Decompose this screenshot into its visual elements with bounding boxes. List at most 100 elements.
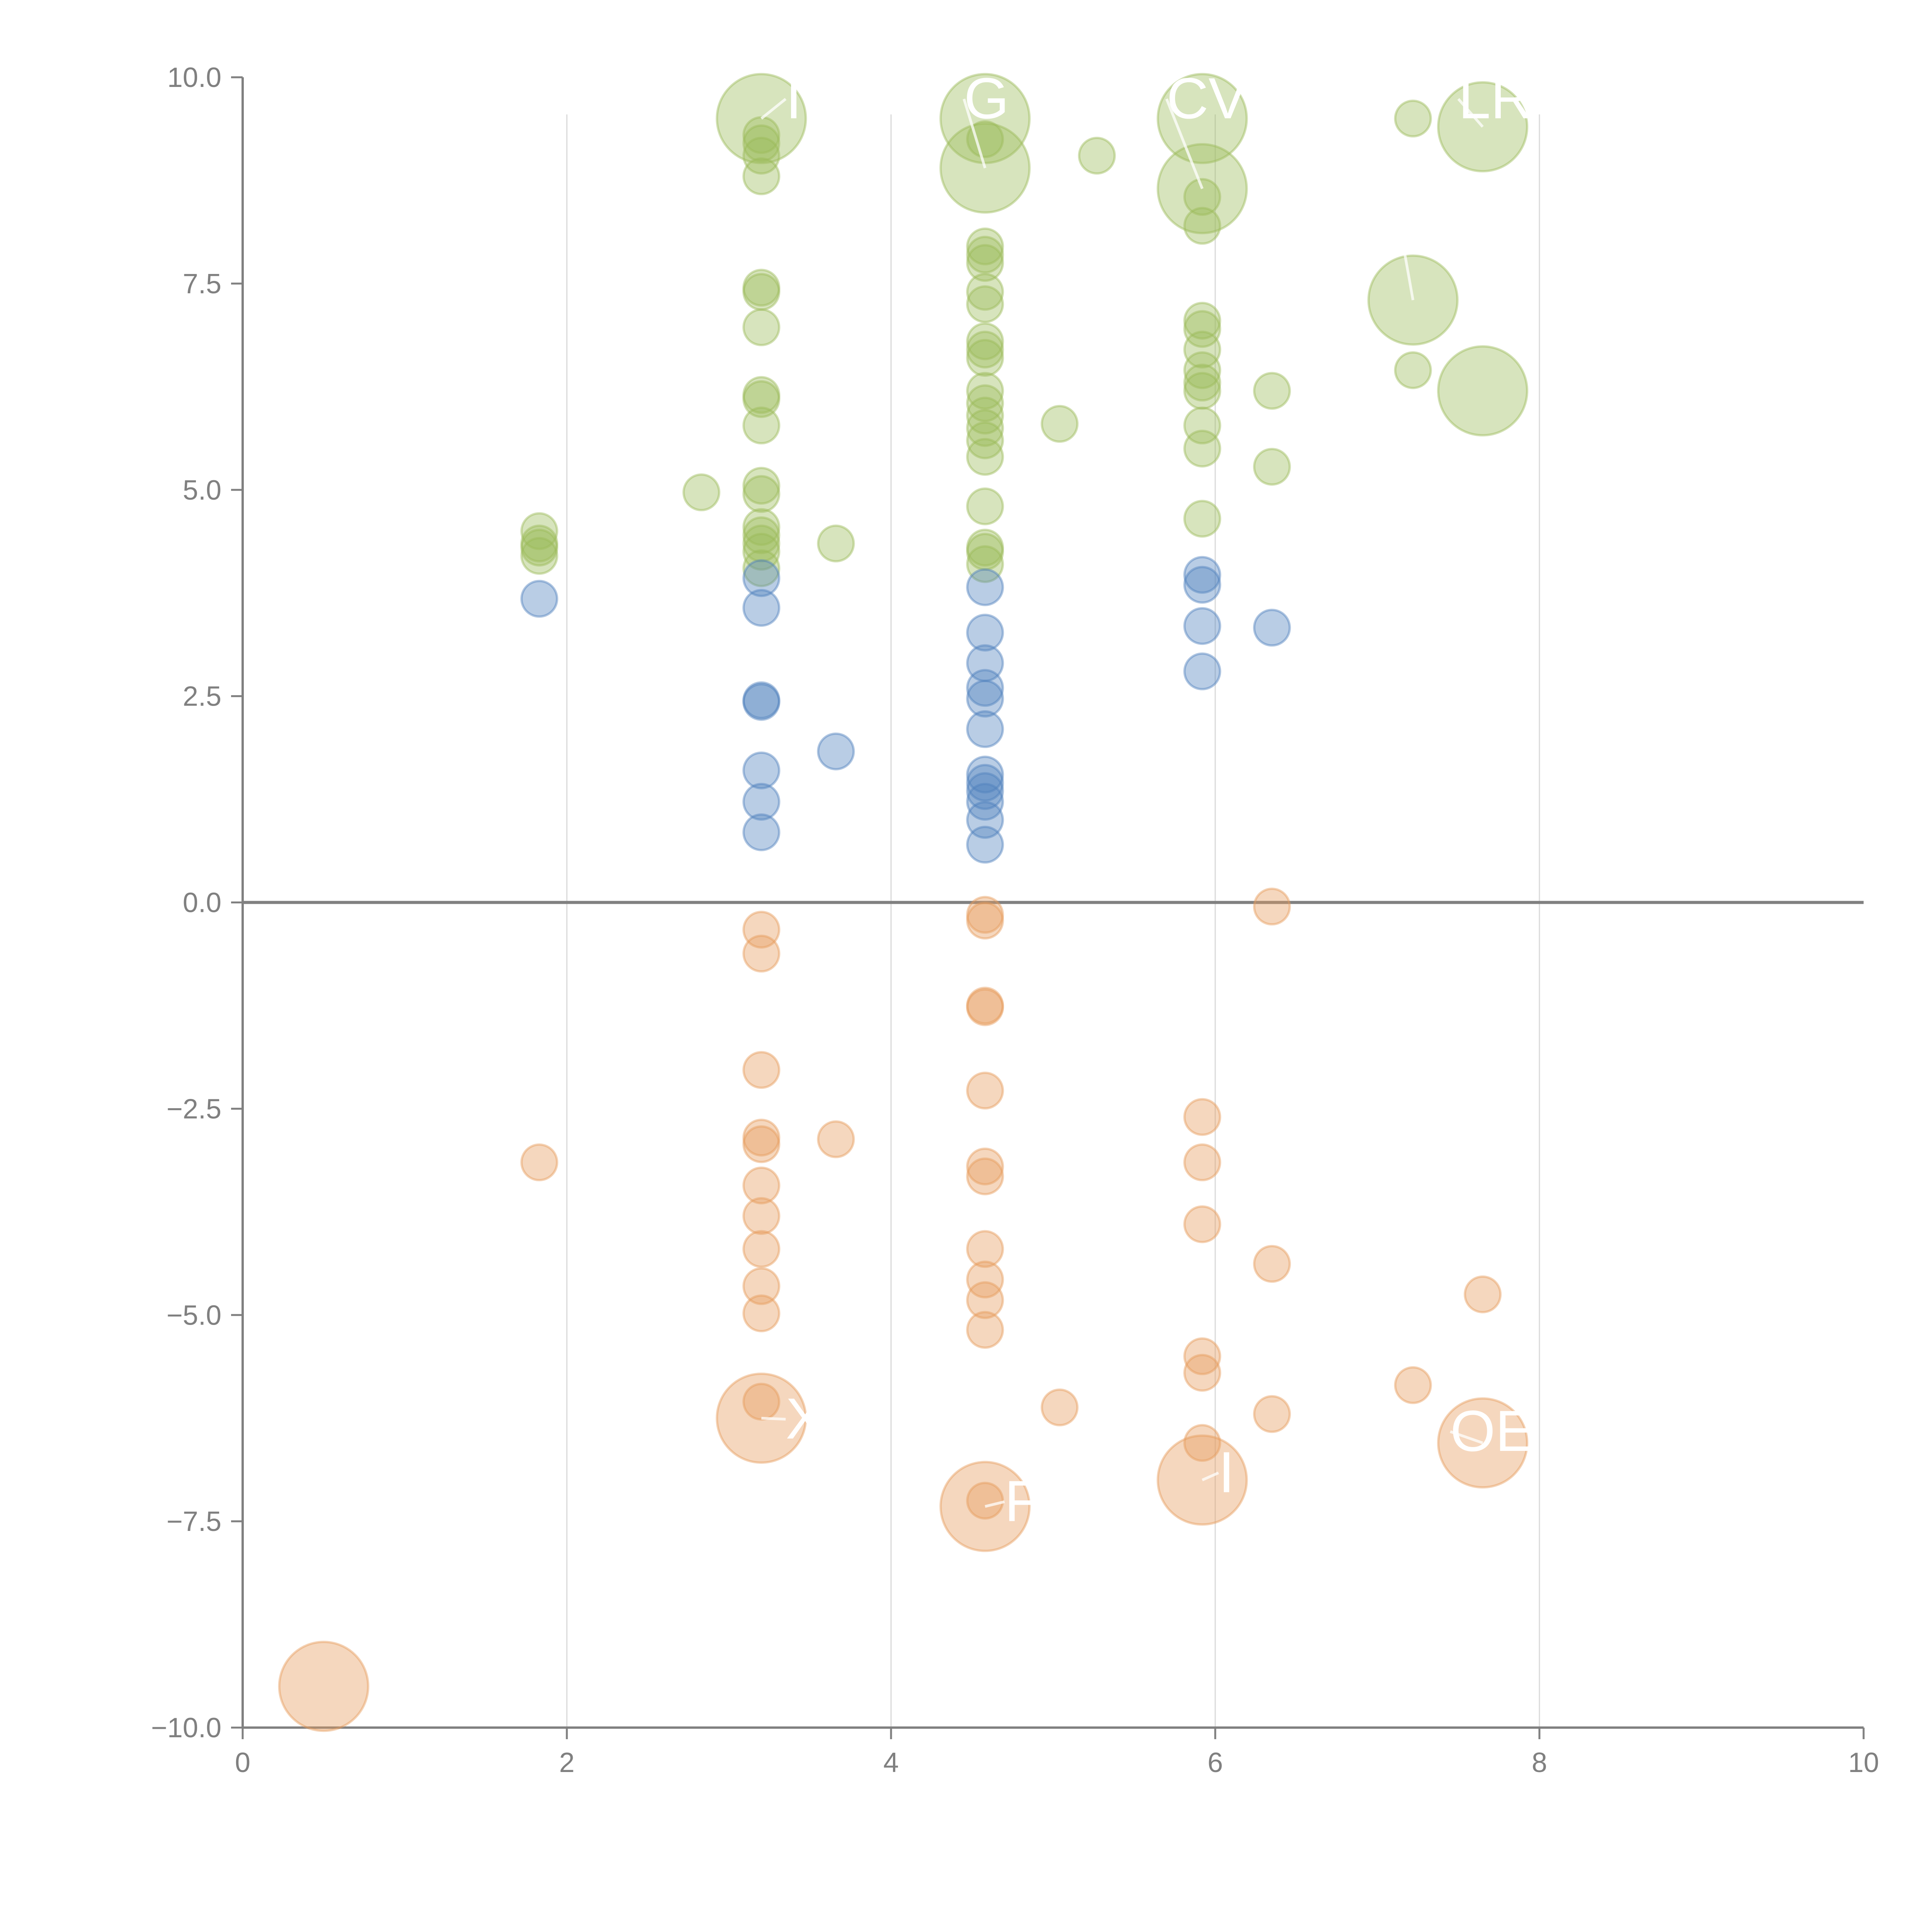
x-tick-label: 8 xyxy=(1532,1747,1547,1778)
data-point-green xyxy=(1183,310,1221,348)
data-point-green xyxy=(1156,73,1248,164)
data-point-green xyxy=(1183,178,1221,216)
data-point-green xyxy=(742,549,781,587)
annotation-leader-line xyxy=(1450,1430,1483,1444)
data-point-orange xyxy=(1253,1245,1291,1283)
data-point-green xyxy=(742,157,781,196)
annotation-leader-line xyxy=(761,1417,786,1421)
data-point-green xyxy=(742,467,781,505)
data-point-blue xyxy=(966,644,1004,682)
data-point-orange xyxy=(520,1143,558,1182)
data-point-green xyxy=(1183,406,1221,445)
data-point-green xyxy=(520,524,558,563)
data-point-green xyxy=(1183,364,1221,402)
y-tick-label: −2.5 xyxy=(167,1094,221,1124)
y-tick-label: −10.0 xyxy=(151,1713,221,1743)
data-point-orange xyxy=(1394,1366,1432,1404)
y-tick-label: 0.0 xyxy=(183,888,221,918)
data-point-green xyxy=(742,406,781,445)
x-tick-label: 2 xyxy=(559,1747,575,1778)
data-point-blue xyxy=(966,772,1004,810)
y-tick-label: 5.0 xyxy=(183,475,221,506)
data-point-blue xyxy=(966,669,1004,707)
x-tick-label: 6 xyxy=(1208,1747,1223,1778)
data-point-orange xyxy=(966,1230,1004,1268)
data-point-orange xyxy=(1183,1354,1221,1392)
data-point-orange xyxy=(966,1071,1004,1110)
data-point-green xyxy=(966,372,1004,410)
data-point-blue xyxy=(817,732,855,770)
data-point-orange xyxy=(742,1230,781,1268)
y-tick-label: −5.0 xyxy=(167,1300,221,1331)
data-point-orange xyxy=(966,1260,1004,1299)
data-point-green xyxy=(742,475,781,513)
data-point-green xyxy=(966,529,1004,567)
data-point-green xyxy=(1183,372,1221,410)
annotation-leader-line xyxy=(1376,99,1415,301)
data-point-green xyxy=(742,136,781,175)
data-point-green xyxy=(966,322,1004,361)
data-point-green xyxy=(966,244,1004,282)
data-point-blue xyxy=(966,764,1004,802)
data-point-blue xyxy=(966,568,1004,606)
annotation-leader-line xyxy=(760,98,787,120)
data-point-orange xyxy=(742,934,781,973)
data-point-green xyxy=(1183,429,1221,468)
data-point-green xyxy=(742,532,781,571)
data-point-orange xyxy=(742,1119,781,1157)
data-point-blue xyxy=(742,589,781,627)
data-point-orange xyxy=(742,910,781,949)
data-point-blue xyxy=(1183,607,1221,645)
data-point-blue xyxy=(1183,652,1221,690)
data-point-green xyxy=(520,529,558,567)
data-point-green xyxy=(742,273,781,311)
data-point-green xyxy=(966,396,1004,435)
data-point-green xyxy=(1394,351,1432,389)
data-point-blue xyxy=(966,680,1004,718)
data-point-blue xyxy=(1253,609,1291,647)
data-point-orange xyxy=(742,1267,781,1305)
data-point-green xyxy=(966,330,1004,369)
annotation-label: LR xyxy=(1458,66,1532,131)
annotation-label: I xyxy=(1218,1440,1235,1505)
data-point-orange xyxy=(742,1125,781,1163)
data-point-green xyxy=(742,380,781,418)
data-point-green xyxy=(1183,207,1221,245)
data-point-orange xyxy=(278,1641,369,1732)
annotations: I G CV I LR X F I OE xyxy=(760,66,1534,1533)
data-point-green xyxy=(742,524,781,563)
x-tick-label: 0 xyxy=(235,1747,250,1778)
data-point-blue xyxy=(966,801,1004,839)
data-point-green xyxy=(520,512,558,550)
data-point-green xyxy=(966,409,1004,447)
annotation-leader-line xyxy=(985,1500,1005,1508)
data-point-green xyxy=(817,524,855,563)
data-point-green xyxy=(1253,372,1291,410)
data-point-blue xyxy=(966,782,1004,821)
data-point-orange xyxy=(1253,888,1291,926)
annotation-leader-line xyxy=(1457,98,1484,128)
annotation-label: X xyxy=(786,1386,824,1451)
data-point-blue xyxy=(966,826,1004,864)
data-point-green xyxy=(742,508,781,546)
data-point-orange xyxy=(966,896,1004,934)
data-point-orange xyxy=(966,986,1004,1025)
data-point-orange xyxy=(1464,1275,1502,1313)
annotation-label: CV xyxy=(1167,66,1247,131)
data-point-orange xyxy=(817,1120,855,1158)
data-point-green xyxy=(1183,330,1221,369)
data-point-green xyxy=(966,532,1004,571)
data-point-blue xyxy=(966,614,1004,652)
data-point-orange xyxy=(1183,1205,1221,1243)
data-point-blue xyxy=(742,813,781,851)
annotation-label: F xyxy=(1005,1468,1040,1533)
data-point-green xyxy=(1183,351,1221,389)
data-point-green xyxy=(966,487,1004,526)
data-point-green xyxy=(1183,301,1221,340)
data-point-orange xyxy=(1183,1098,1221,1136)
data-point-blue xyxy=(742,559,781,597)
data-point-green xyxy=(1253,447,1291,486)
data-point-orange xyxy=(742,1051,781,1089)
data-point-blue xyxy=(520,580,558,618)
